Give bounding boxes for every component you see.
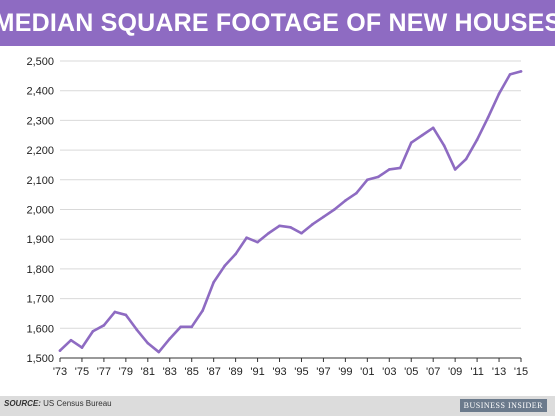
data-point bbox=[234, 252, 237, 256]
data-point bbox=[486, 116, 490, 119]
data-point bbox=[398, 166, 402, 170]
data-point bbox=[102, 324, 106, 327]
y-tick-label: 2,500 bbox=[26, 56, 54, 68]
brand-logo: BUSINESS INSIDER bbox=[459, 399, 547, 412]
source-label: SOURCE: bbox=[4, 399, 41, 408]
x-tick-label: '05 bbox=[404, 366, 418, 378]
data-point bbox=[508, 73, 512, 76]
data-point bbox=[311, 223, 314, 226]
x-tick-label: '73 bbox=[53, 366, 67, 378]
data-point bbox=[146, 341, 150, 345]
footer-bar: SOURCE: US Census Bureau BUSINESS INSIDE… bbox=[0, 396, 555, 416]
data-point bbox=[179, 325, 183, 329]
x-tick-label: '13 bbox=[492, 366, 506, 378]
y-tick-label: 2,400 bbox=[26, 86, 54, 98]
data-point bbox=[377, 175, 380, 179]
data-point bbox=[278, 224, 281, 228]
x-axis-tick-labels: '73 '75 '77 '79 '81 '83 '85 '87 '89 '91 '93 '95 '97 '… bbox=[53, 366, 528, 378]
x-tick-label: '93 bbox=[272, 366, 286, 378]
x-tick-label: '03 bbox=[382, 366, 396, 378]
x-tick-label: '89 bbox=[228, 366, 242, 378]
data-point bbox=[497, 92, 501, 95]
x-tick-label: '15 bbox=[514, 366, 528, 378]
data-point bbox=[91, 329, 95, 333]
x-tick-label: '87 bbox=[206, 366, 220, 378]
series-line bbox=[58, 70, 523, 354]
series-layer bbox=[58, 70, 523, 354]
data-point bbox=[157, 350, 161, 354]
data-point bbox=[442, 144, 446, 147]
x-tick-label: '85 bbox=[185, 366, 199, 378]
data-point bbox=[212, 280, 215, 284]
x-tick-label: '01 bbox=[360, 366, 374, 378]
x-tick-label: '83 bbox=[163, 366, 177, 378]
y-tick-label: 2,000 bbox=[26, 205, 54, 217]
x-tick-label: '07 bbox=[426, 366, 440, 378]
data-point bbox=[69, 338, 73, 342]
data-point bbox=[387, 168, 391, 171]
data-point bbox=[58, 349, 62, 352]
data-point bbox=[409, 141, 413, 144]
x-tick-label: '99 bbox=[338, 366, 352, 378]
data-point bbox=[190, 325, 194, 329]
title-bar: MEDIAN SQUARE FOOTAGE OF NEW HOUSES bbox=[0, 0, 555, 46]
y-tick-label: 2,200 bbox=[26, 145, 54, 157]
x-tick-label: '77 bbox=[97, 366, 111, 378]
x-tick-label: '75 bbox=[75, 366, 89, 378]
x-tick-label: '11 bbox=[470, 366, 484, 378]
data-point bbox=[453, 168, 457, 171]
data-point bbox=[201, 309, 204, 312]
x-tick-label: '97 bbox=[316, 366, 330, 378]
y-tick-label: 1,800 bbox=[26, 264, 54, 276]
data-point bbox=[519, 70, 523, 73]
x-tick-label: '09 bbox=[448, 366, 462, 378]
axes bbox=[59, 357, 522, 362]
source-note: SOURCE: US Census Bureau bbox=[4, 399, 112, 408]
y-tick-label: 1,700 bbox=[26, 294, 54, 306]
data-point bbox=[300, 231, 303, 235]
data-point bbox=[366, 178, 369, 182]
grid-lines bbox=[60, 60, 521, 329]
line-chart: 1,500 1,600 1,700 1,800 1,900 2,000 2,100 2,200… bbox=[26, 56, 528, 378]
data-point bbox=[344, 199, 347, 202]
data-point bbox=[333, 208, 336, 211]
data-point bbox=[124, 313, 128, 317]
x-tick-label: '81 bbox=[141, 366, 155, 378]
data-point bbox=[113, 310, 117, 314]
data-point bbox=[223, 264, 226, 268]
data-point bbox=[475, 138, 479, 142]
x-tick-label: '79 bbox=[119, 366, 133, 378]
data-point bbox=[80, 346, 84, 349]
data-point bbox=[420, 133, 424, 137]
data-point bbox=[464, 157, 468, 161]
chart-title: MEDIAN SQUARE FOOTAGE OF NEW HOUSES bbox=[0, 8, 555, 37]
x-tick-label: '95 bbox=[294, 366, 308, 378]
source-text: US Census Bureau bbox=[43, 399, 112, 408]
y-tick-label: 1,500 bbox=[26, 353, 54, 365]
data-point bbox=[322, 215, 325, 219]
data-point bbox=[431, 126, 435, 130]
data-point bbox=[267, 231, 270, 235]
data-point bbox=[135, 328, 139, 332]
x-tick-label: '91 bbox=[250, 366, 264, 378]
data-point bbox=[245, 236, 248, 240]
y-tick-label: 1,900 bbox=[26, 234, 54, 246]
y-tick-label: 2,300 bbox=[26, 115, 54, 127]
data-point bbox=[168, 337, 172, 340]
data-point bbox=[289, 226, 292, 229]
y-tick-label: 2,100 bbox=[26, 175, 54, 187]
data-point bbox=[256, 240, 259, 244]
y-tick-label: 1,600 bbox=[26, 323, 54, 335]
data-point bbox=[355, 191, 358, 195]
y-axis-tick-labels: 1,500 1,600 1,700 1,800 1,900 2,000 2,100 2,200… bbox=[26, 56, 54, 365]
